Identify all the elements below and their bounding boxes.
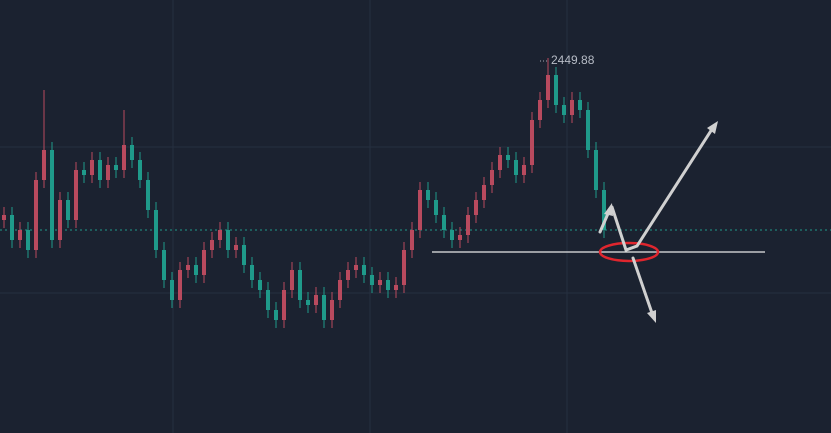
candle-body	[594, 150, 598, 190]
candle-body	[474, 200, 478, 215]
arrow-heads	[604, 121, 718, 323]
candle-body	[34, 180, 38, 250]
candle-body	[314, 295, 318, 305]
candle-body	[154, 210, 158, 250]
candle-body	[274, 310, 278, 320]
candle-body	[546, 75, 550, 100]
candle-body	[10, 215, 14, 240]
candle-body	[410, 230, 414, 250]
candle-body	[450, 230, 454, 240]
candle-body	[138, 160, 142, 180]
candle-body	[162, 250, 166, 280]
candle-body	[58, 200, 62, 240]
candle-body	[554, 75, 558, 105]
candle-body	[522, 165, 526, 175]
leader-dots: ···	[539, 55, 548, 65]
candle-body	[106, 165, 110, 180]
candle-body	[146, 180, 150, 210]
candle-body	[322, 295, 326, 320]
candle-body	[242, 245, 246, 265]
candle-body	[178, 270, 182, 300]
candle-body	[90, 160, 94, 175]
candle-body	[362, 265, 366, 275]
candle-body	[466, 215, 470, 235]
arrow	[631, 256, 655, 318]
candles	[0, 58, 831, 328]
candle-body	[570, 100, 574, 115]
candle-body	[122, 145, 126, 170]
candle-body	[258, 280, 262, 290]
candle-body	[586, 110, 590, 150]
candle-body	[578, 100, 582, 110]
candle-body	[338, 280, 342, 300]
arrow-head	[707, 121, 718, 134]
candle-body	[506, 155, 510, 160]
candle-body	[434, 200, 438, 215]
candle-body	[226, 230, 230, 250]
arrow	[610, 124, 716, 252]
candle-body	[530, 120, 534, 165]
candle-body	[42, 150, 46, 180]
candle-body	[202, 250, 206, 275]
candle-body	[514, 160, 518, 175]
candle-body	[562, 105, 566, 115]
candle-body	[418, 190, 422, 230]
candle-body	[386, 280, 390, 290]
candle-body	[402, 250, 406, 285]
candle-body	[346, 270, 350, 280]
arrow-head	[647, 310, 656, 323]
candle-body	[330, 300, 334, 320]
candle-body	[490, 170, 494, 185]
candle-body	[74, 170, 78, 220]
candle-body	[538, 100, 542, 120]
candle-body	[290, 270, 294, 290]
candle-body	[2, 215, 6, 220]
candle-body	[298, 270, 302, 300]
candle-body	[266, 290, 270, 310]
candle-body	[498, 155, 502, 170]
candle-body	[130, 145, 134, 160]
candle-body	[250, 265, 254, 280]
candle-body	[66, 200, 70, 220]
arrow-head	[604, 203, 613, 216]
candle-body	[306, 300, 310, 305]
candle-body	[210, 240, 214, 250]
candle-body	[82, 170, 86, 175]
candle-body	[194, 265, 198, 275]
candle-body	[170, 280, 174, 300]
candle-body	[602, 190, 606, 230]
candle-body	[18, 230, 22, 240]
candle-body	[458, 235, 462, 240]
candle-body	[186, 265, 190, 270]
candle-body	[370, 275, 374, 285]
candle-body	[354, 265, 358, 270]
candle-body	[218, 230, 222, 240]
candle-body	[234, 245, 238, 250]
candle-body	[26, 230, 30, 250]
candle-body	[426, 190, 430, 200]
high-label: 2449.88	[551, 53, 595, 67]
arrows	[598, 124, 716, 318]
candle-body	[282, 290, 286, 320]
annotations: ··· 2449.88	[432, 53, 765, 323]
candle-body	[114, 165, 118, 170]
candle-body	[98, 160, 102, 180]
candle-body	[378, 280, 382, 285]
candle-body	[442, 215, 446, 230]
candle-body	[394, 285, 398, 290]
candle-body	[50, 150, 54, 240]
highlight-ellipse	[598, 241, 660, 263]
candle-body	[482, 185, 486, 200]
